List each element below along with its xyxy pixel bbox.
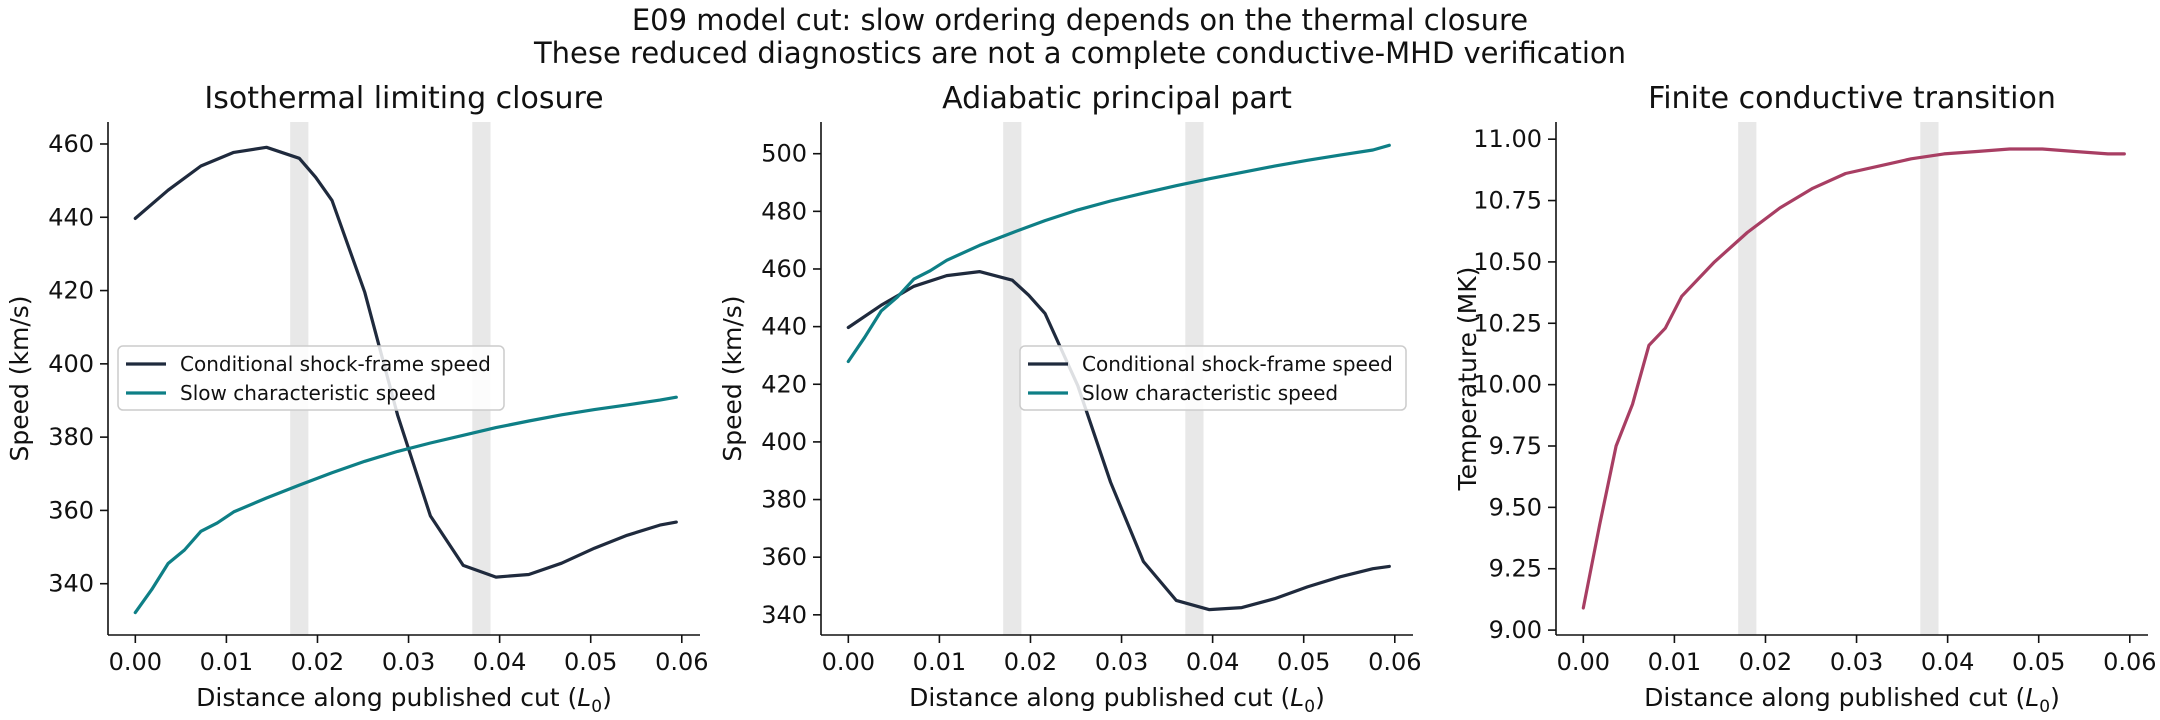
- y-tick-label: 400: [761, 428, 807, 456]
- x-tick-label: 0.00: [1557, 648, 1610, 676]
- x-axis-label: Distance along published cut (L0): [909, 683, 1325, 717]
- legend-label: Conditional shock-frame speed: [1082, 352, 1393, 376]
- panel-title: Isothermal limiting closure: [204, 81, 603, 116]
- y-tick-label: 9.75: [1489, 432, 1542, 460]
- y-tick-label: 340: [761, 601, 807, 629]
- x-tick-label: 0.05: [564, 648, 617, 676]
- x-tick-label: 0.02: [1004, 648, 1057, 676]
- chart-panels: 0.00 0.01 0.02 0.03 0.04 0.05 0.06 340 360 380 400…: [5, 81, 2157, 717]
- x-axis-label: Distance along published cut (L0): [196, 683, 612, 717]
- y-tick-label: 460: [48, 130, 94, 158]
- y-tick-label: 360: [48, 496, 94, 524]
- y-axis-label: Speed (km/s): [5, 295, 34, 461]
- x-tick-label: 0.05: [1277, 648, 1330, 676]
- y-tick-label: 9.00: [1489, 616, 1542, 644]
- chart-panel-2: 0.00 0.01 0.02 0.03 0.04 0.05 0.06 340 360 380 400…: [718, 81, 1422, 717]
- x-tick-label: 0.01: [1648, 648, 1701, 676]
- y-tick-label: 420: [761, 370, 807, 398]
- x-tick-label: 0.06: [1368, 648, 1421, 676]
- y-axis-label: Temperature (MK): [1453, 267, 1482, 492]
- x-tick-label: 0.03: [1095, 648, 1148, 676]
- series-line-conditional-shock-frame-speed: [133, 145, 678, 579]
- x-tick-label: 0.02: [291, 648, 344, 676]
- y-tick-label: 400: [48, 350, 94, 378]
- series-line-conditional-shock-frame-speed: [846, 270, 1391, 612]
- shaded-band: [1738, 122, 1757, 635]
- y-tick-label: 460: [761, 255, 807, 283]
- series-line-slow-characteristic-speed: [846, 143, 1391, 364]
- x-tick-label: 0.05: [2012, 648, 2065, 676]
- x-tick-label: 0.04: [1921, 648, 1974, 676]
- x-tick-label: 0.03: [382, 648, 435, 676]
- y-tick-label: 360: [761, 543, 807, 571]
- legend-label: Slow characteristic speed: [180, 381, 436, 405]
- legend-label: Conditional shock-frame speed: [180, 352, 491, 376]
- x-tick-label: 0.03: [1830, 648, 1883, 676]
- y-tick-label: 480: [761, 197, 807, 225]
- y-tick-label: 440: [761, 313, 807, 341]
- y-tick-label: 10.25: [1473, 309, 1542, 337]
- legend-frame: [1019, 345, 1407, 411]
- panel-title: Adiabatic principal part: [942, 81, 1292, 116]
- y-tick-label: 9.25: [1489, 555, 1542, 583]
- legend: Conditional shock-frame speed Slow charac…: [1019, 345, 1407, 411]
- x-tick-label: 0.00: [822, 648, 875, 676]
- x-tick-label: 0.06: [655, 648, 708, 676]
- x-tick-label: 0.01: [200, 648, 253, 676]
- y-tick-label: 10.50: [1473, 248, 1542, 276]
- y-tick-label: 440: [48, 203, 94, 231]
- y-tick-label: 380: [761, 486, 807, 514]
- x-tick-label: 0.01: [913, 648, 966, 676]
- y-tick-label: 340: [48, 570, 94, 598]
- x-tick-label: 0.00: [109, 648, 162, 676]
- x-tick-label: 0.02: [1739, 648, 1792, 676]
- y-tick-label: 10.00: [1473, 371, 1542, 399]
- series-line-slow-characteristic-speed: [133, 395, 678, 615]
- chart-panel-1: 0.00 0.01 0.02 0.03 0.04 0.05 0.06 340 360 380 400…: [5, 81, 709, 717]
- y-axis-label: Speed (km/s): [718, 295, 747, 461]
- legend-label: Slow characteristic speed: [1082, 381, 1338, 405]
- shaded-band: [1003, 122, 1022, 635]
- panel-title: Finite conductive transition: [1648, 81, 2056, 116]
- shaded-band: [1920, 122, 1939, 635]
- legend-frame: [117, 345, 505, 411]
- legend: Conditional shock-frame speed Slow charac…: [117, 345, 505, 411]
- y-tick-label: 9.50: [1489, 493, 1542, 521]
- y-tick-label: 420: [48, 277, 94, 305]
- x-tick-label: 0.04: [473, 648, 526, 676]
- x-axis-label: Distance along published cut (L0): [1644, 683, 2060, 717]
- x-tick-label: 0.06: [2103, 648, 2156, 676]
- y-tick-label: 380: [48, 423, 94, 451]
- y-tick-label: 500: [761, 140, 807, 168]
- x-tick-label: 0.04: [1186, 648, 1239, 676]
- chart-panel-3: 0.00 0.01 0.02 0.03 0.04 0.05 0.06 9.00 9.25 9.50…: [1453, 81, 2157, 717]
- figure-title-line-1: E09 model cut: slow ordering depends on …: [632, 3, 1528, 37]
- y-tick-label: 10.75: [1473, 187, 1542, 215]
- series-line-temperature: [1581, 147, 2126, 610]
- y-tick-label: 11.00: [1473, 125, 1542, 153]
- figure-title-line-2: These reduced diagnostics are not a comp…: [533, 36, 1626, 70]
